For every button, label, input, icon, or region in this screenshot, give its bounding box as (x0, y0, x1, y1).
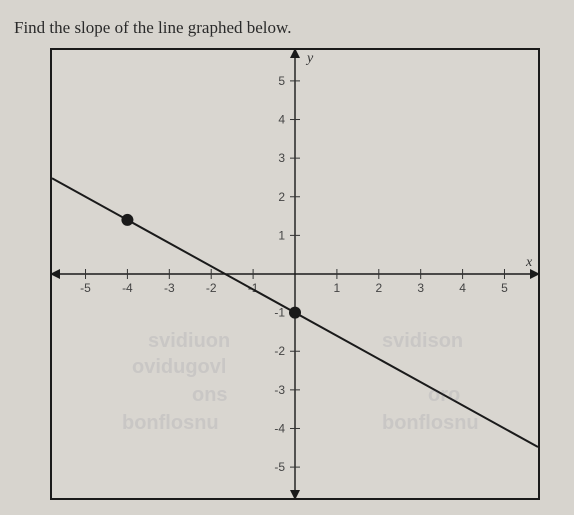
y-tick-label: -3 (274, 383, 285, 397)
coordinate-plane: yx-5-4-3-2-112345-5-4-3-2-112345 (52, 50, 538, 498)
plotted-point (121, 214, 133, 226)
axis-arrow-icon (290, 50, 300, 58)
axis-arrow-icon (52, 269, 60, 279)
y-tick-label: 2 (278, 190, 285, 204)
x-tick-label: 3 (417, 281, 424, 295)
y-tick-label: 1 (278, 228, 285, 242)
y-tick-label: -4 (274, 421, 285, 435)
x-tick-label: 2 (375, 281, 382, 295)
y-tick-label: -1 (274, 306, 285, 320)
coordinate-plane-frame: svidiuon ovidugovl ons bonflosnu svidiso… (50, 48, 540, 500)
x-tick-label: -2 (206, 281, 217, 295)
question-prompt: Find the slope of the line graphed below… (14, 18, 291, 38)
x-tick-label: -4 (122, 281, 133, 295)
x-axis-label: x (525, 255, 533, 270)
x-tick-label: -3 (164, 281, 175, 295)
axis-arrow-icon (290, 490, 300, 498)
y-tick-label: 4 (278, 113, 285, 127)
x-tick-label: -5 (80, 281, 91, 295)
y-tick-label: -2 (274, 344, 285, 358)
x-tick-label: 4 (459, 281, 466, 295)
x-tick-label: 1 (334, 281, 341, 295)
plotted-point (289, 307, 301, 319)
axis-arrow-icon (530, 269, 538, 279)
x-tick-label: 5 (501, 281, 508, 295)
y-tick-label: 3 (278, 151, 285, 165)
y-axis-label: y (305, 51, 314, 66)
y-tick-label: -5 (274, 460, 285, 474)
y-tick-label: 5 (278, 74, 285, 88)
